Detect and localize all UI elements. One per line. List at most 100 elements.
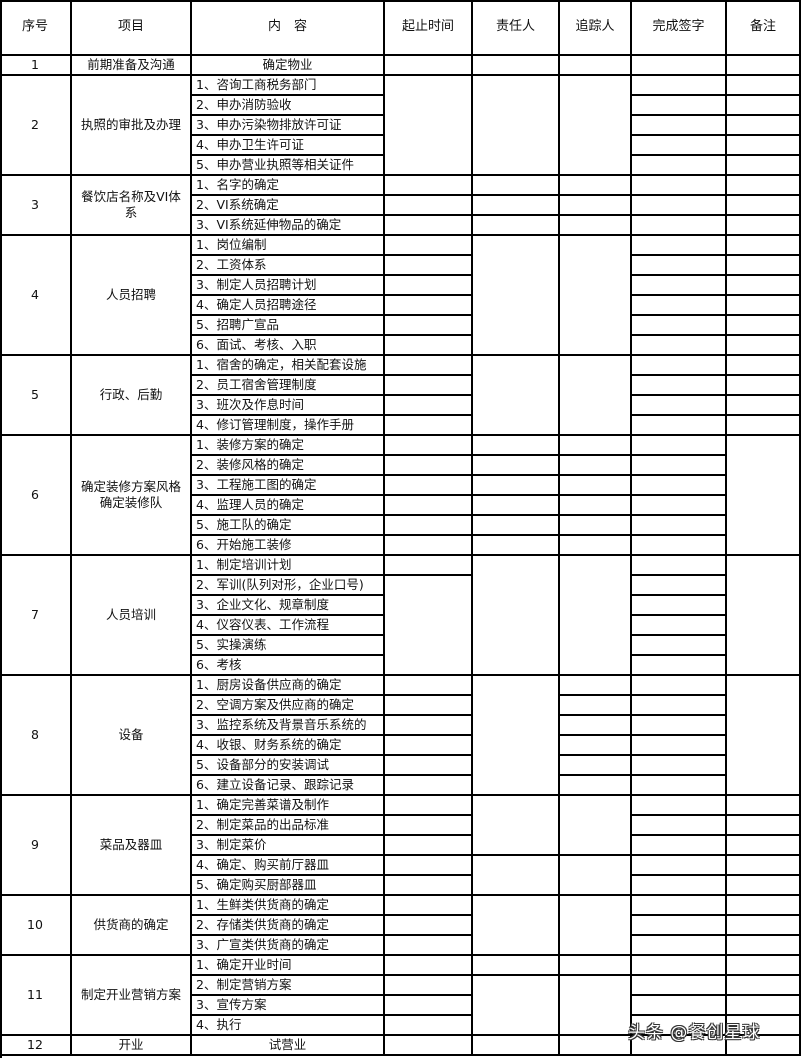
remarks-input-cell[interactable]: [727, 316, 801, 336]
signoff-input-cell[interactable]: [632, 396, 727, 416]
signoff-input-cell[interactable]: [632, 956, 727, 976]
remarks-input-cell[interactable]: [727, 336, 801, 356]
remarks-input-cell[interactable]: [727, 56, 801, 76]
signoff-input-cell[interactable]: [632, 976, 727, 996]
signoff-input-cell[interactable]: [632, 996, 727, 1016]
owner-input-cell[interactable]: [473, 236, 560, 356]
signoff-input-cell[interactable]: [632, 476, 727, 496]
signoff-input-cell[interactable]: [632, 876, 727, 896]
signoff-input-cell[interactable]: [632, 576, 727, 596]
tracker-input-cell[interactable]: [560, 176, 632, 196]
remarks-input-cell[interactable]: [727, 236, 801, 256]
tracker-input-cell[interactable]: [560, 896, 632, 956]
signoff-input-cell[interactable]: [632, 216, 727, 236]
period-input-cell[interactable]: [385, 796, 473, 816]
owner-input-cell[interactable]: [473, 976, 560, 1036]
tracker-input-cell[interactable]: [560, 216, 632, 236]
period-input-cell[interactable]: [385, 1016, 473, 1036]
tracker-input-cell[interactable]: [560, 196, 632, 216]
signoff-input-cell[interactable]: [632, 376, 727, 396]
signoff-input-cell[interactable]: [632, 496, 727, 516]
tracker-input-cell[interactable]: [560, 436, 632, 456]
tracker-input-cell[interactable]: [560, 1036, 632, 1056]
signoff-input-cell[interactable]: [632, 176, 727, 196]
owner-input-cell[interactable]: [473, 676, 560, 796]
owner-input-cell[interactable]: [473, 1036, 560, 1056]
period-input-cell[interactable]: [385, 816, 473, 836]
signoff-input-cell[interactable]: [632, 236, 727, 256]
remarks-input-cell[interactable]: [727, 796, 801, 816]
period-input-cell[interactable]: [385, 356, 473, 376]
period-input-cell[interactable]: [385, 756, 473, 776]
remarks-input-cell[interactable]: [727, 976, 801, 996]
period-input-cell[interactable]: [385, 716, 473, 736]
period-input-cell[interactable]: [385, 676, 473, 696]
owner-input-cell[interactable]: [473, 516, 560, 536]
remarks-input-cell[interactable]: [727, 1036, 801, 1056]
remarks-input-cell[interactable]: [727, 116, 801, 136]
signoff-input-cell[interactable]: [632, 656, 727, 676]
period-input-cell[interactable]: [385, 216, 473, 236]
tracker-input-cell[interactable]: [560, 856, 632, 896]
signoff-input-cell[interactable]: [632, 556, 727, 576]
signoff-input-cell[interactable]: [632, 56, 727, 76]
signoff-input-cell[interactable]: [632, 276, 727, 296]
tracker-input-cell[interactable]: [560, 356, 632, 436]
tracker-input-cell[interactable]: [560, 476, 632, 496]
period-input-cell[interactable]: [385, 56, 473, 76]
remarks-input-cell[interactable]: [727, 356, 801, 376]
tracker-input-cell[interactable]: [560, 776, 632, 796]
remarks-input-cell[interactable]: [727, 436, 801, 556]
remarks-input-cell[interactable]: [727, 196, 801, 216]
remarks-input-cell[interactable]: [727, 676, 801, 796]
tracker-input-cell[interactable]: [560, 956, 632, 976]
owner-input-cell[interactable]: [473, 896, 560, 956]
signoff-input-cell[interactable]: [632, 896, 727, 916]
period-input-cell[interactable]: [385, 936, 473, 956]
signoff-input-cell[interactable]: [632, 296, 727, 316]
signoff-input-cell[interactable]: [632, 916, 727, 936]
signoff-input-cell[interactable]: [632, 416, 727, 436]
signoff-input-cell[interactable]: [632, 116, 727, 136]
signoff-input-cell[interactable]: [632, 256, 727, 276]
period-input-cell[interactable]: [385, 556, 473, 576]
signoff-input-cell[interactable]: [632, 96, 727, 116]
signoff-input-cell[interactable]: [632, 856, 727, 876]
remarks-input-cell[interactable]: [727, 836, 801, 856]
tracker-input-cell[interactable]: [560, 56, 632, 76]
period-input-cell[interactable]: [385, 376, 473, 396]
owner-input-cell[interactable]: [473, 956, 560, 976]
signoff-input-cell[interactable]: [632, 776, 727, 796]
period-input-cell[interactable]: [385, 956, 473, 976]
signoff-input-cell[interactable]: [632, 336, 727, 356]
period-input-cell[interactable]: [385, 996, 473, 1016]
period-input-cell[interactable]: [385, 236, 473, 256]
period-input-cell[interactable]: [385, 856, 473, 876]
owner-input-cell[interactable]: [473, 216, 560, 236]
remarks-input-cell[interactable]: [727, 876, 801, 896]
remarks-input-cell[interactable]: [727, 296, 801, 316]
signoff-input-cell[interactable]: [632, 136, 727, 156]
period-input-cell[interactable]: [385, 576, 473, 676]
period-input-cell[interactable]: [385, 196, 473, 216]
signoff-input-cell[interactable]: [632, 636, 727, 656]
owner-input-cell[interactable]: [473, 76, 560, 176]
remarks-input-cell[interactable]: [727, 936, 801, 956]
period-input-cell[interactable]: [385, 336, 473, 356]
tracker-input-cell[interactable]: [560, 76, 632, 176]
period-input-cell[interactable]: [385, 276, 473, 296]
owner-input-cell[interactable]: [473, 476, 560, 496]
period-input-cell[interactable]: [385, 436, 473, 456]
remarks-input-cell[interactable]: [727, 996, 801, 1016]
signoff-input-cell[interactable]: [632, 1016, 727, 1036]
remarks-input-cell[interactable]: [727, 896, 801, 916]
signoff-input-cell[interactable]: [632, 436, 727, 456]
owner-input-cell[interactable]: [473, 356, 560, 436]
remarks-input-cell[interactable]: [727, 396, 801, 416]
period-input-cell[interactable]: [385, 296, 473, 316]
owner-input-cell[interactable]: [473, 56, 560, 76]
period-input-cell[interactable]: [385, 396, 473, 416]
owner-input-cell[interactable]: [473, 556, 560, 676]
tracker-input-cell[interactable]: [560, 516, 632, 536]
owner-input-cell[interactable]: [473, 856, 560, 896]
